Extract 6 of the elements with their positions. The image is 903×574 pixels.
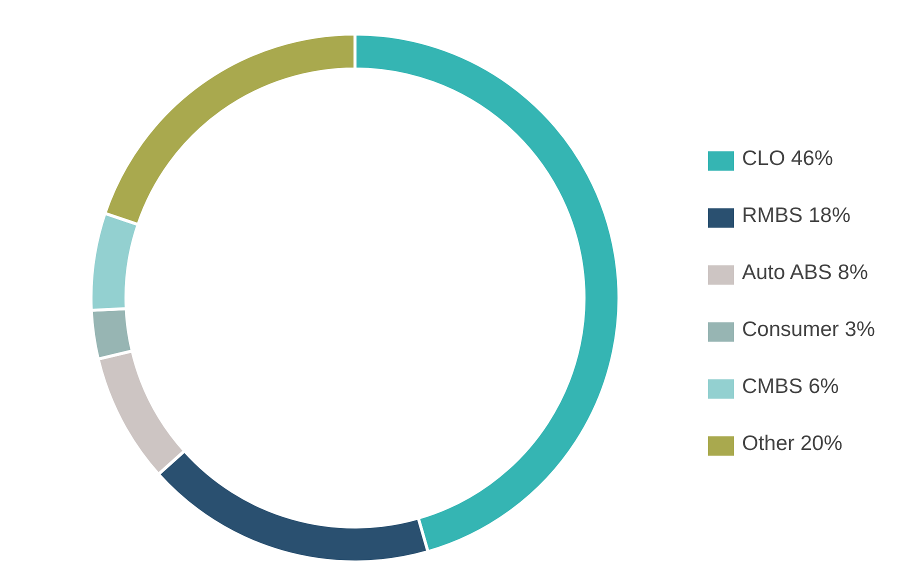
legend-label: CMBS 6% [742,375,839,398]
legend-label: RMBS 18% [742,204,851,227]
legend-label: CLO 46% [742,147,834,170]
legend-label: Consumer 3% [742,318,876,341]
legend-label: Other 20% [742,432,842,455]
legend-label: Auto ABS 8% [742,261,868,284]
